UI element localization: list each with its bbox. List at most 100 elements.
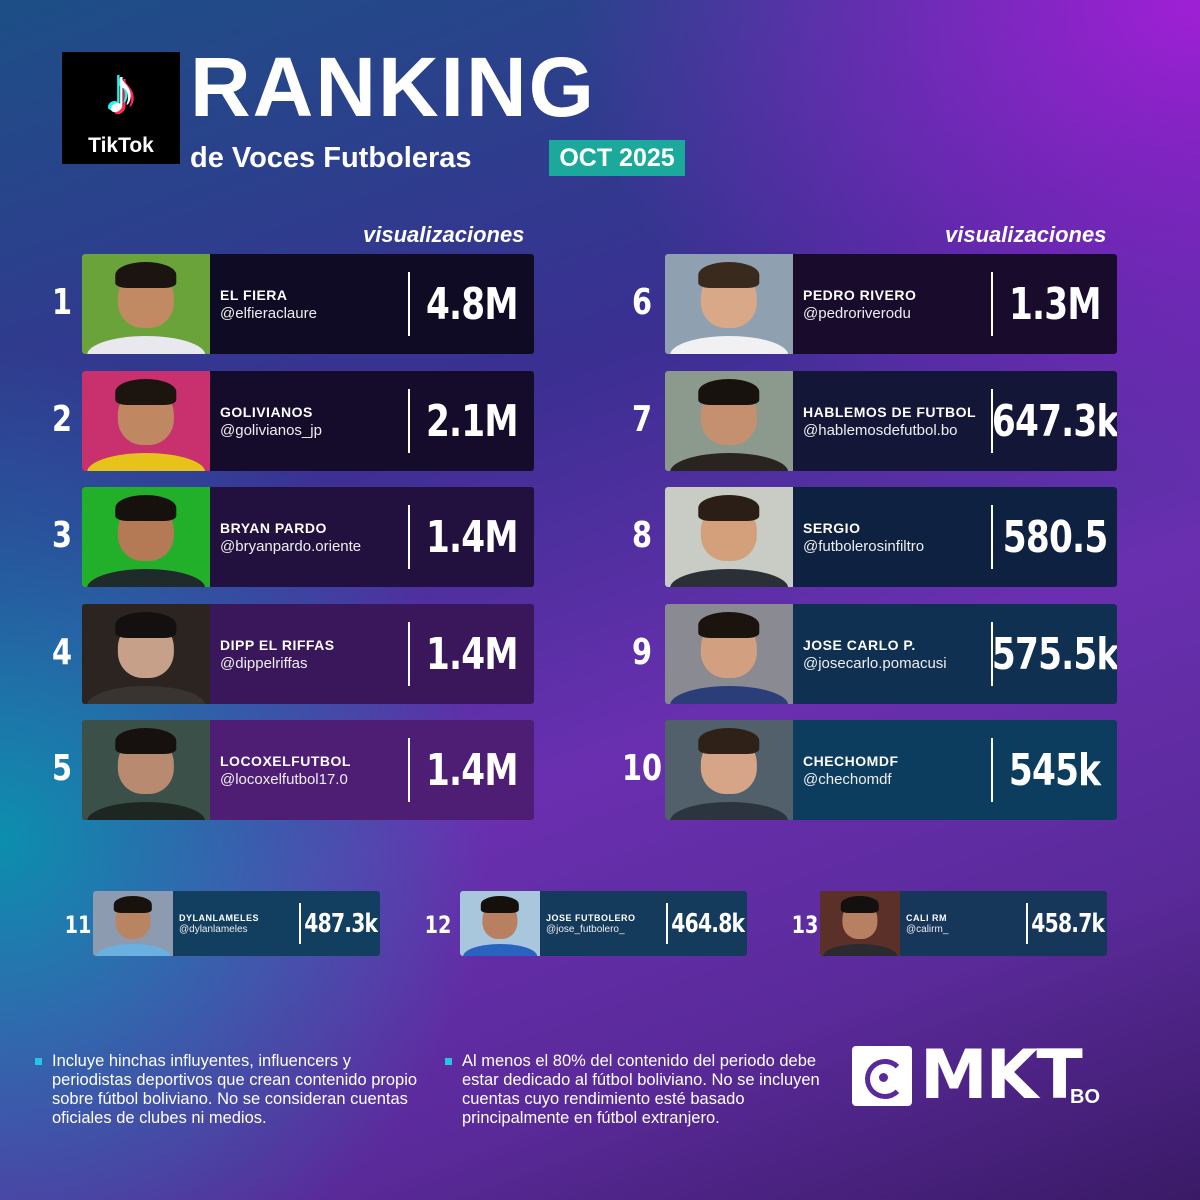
shirt-shape [670, 336, 788, 354]
shirt-shape [96, 944, 170, 956]
rank-number: 2 [51, 399, 73, 440]
column-label-right: visualizaciones [945, 222, 1107, 247]
creator-name: BRYAN PARDO [220, 519, 327, 536]
creator-photo [460, 891, 540, 956]
page-subtitle: de Voces Futboleras [190, 142, 472, 174]
creator-info: EL FIERA @elfieraclaure [220, 254, 317, 354]
ranking-card[interactable]: SERGIO @futbolerosinfiltro 580.5 [665, 487, 1117, 587]
view-count: 1.4M [426, 511, 519, 563]
creator-info: DYLANLAMELES @dylanlameles [179, 891, 259, 956]
creator-handle: @dippelriffas [220, 654, 308, 672]
card-divider [991, 272, 993, 336]
card-divider [408, 505, 410, 569]
ranking-card[interactable]: PEDRO RIVERO @pedroriverodu 1.3M [665, 254, 1117, 354]
ranking-card[interactable]: JOSE CARLO P. @josecarlo.pomacusi 575.5k [665, 604, 1117, 704]
creator-photo [665, 371, 793, 471]
ranking-card[interactable]: JOSE FUTBOLERO @jose_futbolero_ 464.8k [460, 891, 747, 956]
creator-info: JOSE FUTBOLERO @jose_futbolero_ [546, 891, 636, 956]
mkt-ball-icon [852, 1046, 912, 1106]
shirt-shape [87, 569, 205, 587]
view-count: 545k [1009, 744, 1101, 796]
hair-shape [115, 728, 177, 754]
creator-name: SERGIO [803, 519, 861, 536]
creator-info: PEDRO RIVERO @pedroriverodu [803, 254, 916, 354]
hair-shape [115, 612, 177, 638]
hair-shape [113, 896, 153, 914]
ranking-card[interactable]: CALI RM @calirm_ 458.7k [820, 891, 1107, 956]
tiktok-logo-text: TikTok [88, 134, 154, 157]
criteria-note-2-text: Al menos el 80% del contenido del period… [462, 1052, 820, 1127]
ranking-card[interactable]: DYLANLAMELES @dylanlameles 487.3k [93, 891, 380, 956]
shirt-shape [670, 686, 788, 704]
card-divider [991, 622, 993, 686]
creator-name: JOSE FUTBOLERO [546, 912, 636, 923]
creator-handle: @locoxelfutbol17.0 [220, 770, 348, 788]
rank-number: 4 [51, 632, 73, 673]
view-count: 1.4M [426, 744, 519, 796]
shirt-shape [670, 453, 788, 471]
brand-suffix: BO [1070, 1086, 1100, 1108]
rank-number: 10 [621, 748, 663, 789]
page-title: RANKING [190, 40, 596, 134]
rank-number: 11 [64, 911, 92, 939]
ranking-card[interactable]: BRYAN PARDO @bryanpardo.oriente 1.4M [82, 487, 534, 587]
creator-name: GOLIVIANOS [220, 403, 313, 420]
ranking-card[interactable]: EL FIERA @elfieraclaure 4.8M [82, 254, 534, 354]
creator-handle: @chechomdf [803, 770, 892, 788]
creator-info: BRYAN PARDO @bryanpardo.oriente [220, 487, 361, 587]
rank-number: 9 [631, 632, 653, 673]
bullet-icon [35, 1058, 42, 1065]
criteria-note-1-text: Incluye hinchas influyentes, influencers… [52, 1052, 418, 1127]
creator-name: LOCOXELFUTBOL [220, 752, 351, 769]
brand-name: MKT [920, 1036, 1083, 1115]
creator-info: HABLEMOS DE FUTBOL @hablemosdefutbol.bo [803, 371, 976, 471]
creator-photo [82, 371, 210, 471]
rank-number: 1 [51, 282, 73, 323]
rank-number: 12 [424, 911, 452, 939]
shirt-shape [670, 569, 788, 587]
ranking-card[interactable]: CHECHOMDF @chechomdf 545k [665, 720, 1117, 820]
ranking-card[interactable]: HABLEMOS DE FUTBOL @hablemosdefutbol.bo 64… [665, 371, 1117, 471]
hair-shape [115, 379, 177, 405]
creator-photo [82, 720, 210, 820]
bullet-icon [445, 1058, 452, 1065]
view-count: 4.8M [426, 278, 519, 330]
creator-info: JOSE CARLO P. @josecarlo.pomacusi [803, 604, 947, 704]
creator-info: CHECHOMDF @chechomdf [803, 720, 899, 820]
hair-shape [115, 262, 177, 288]
card-divider [299, 902, 301, 945]
view-count: 575.5k [991, 628, 1117, 680]
rank-number: 6 [631, 282, 653, 323]
shirt-shape [87, 802, 205, 820]
hair-shape [115, 495, 177, 521]
creator-name: HABLEMOS DE FUTBOL [803, 403, 977, 420]
tiktok-logo: ♪ TikTok [62, 52, 180, 164]
rank-number: 3 [51, 515, 73, 556]
creator-name: JOSE CARLO P. [803, 636, 916, 653]
creator-handle: @hablemosdefutbol.bo [803, 421, 958, 439]
creator-photo [93, 891, 173, 956]
creator-photo [665, 254, 793, 354]
creator-name: DIPP EL RIFFAS [220, 636, 335, 653]
creator-handle: @bryanpardo.oriente [220, 537, 362, 555]
ranking-card[interactable]: DIPP EL RIFFAS @dippelriffas 1.4M [82, 604, 534, 704]
ranking-card[interactable]: GOLIVIANOS @golivianos_jp 2.1M [82, 371, 534, 471]
hair-shape [698, 612, 760, 638]
hair-shape [698, 728, 760, 754]
shirt-shape [823, 944, 897, 956]
creator-photo [665, 487, 793, 587]
creator-info: SERGIO @futbolerosinfiltro [803, 487, 924, 587]
mkt-bo-logo: MKT BO [852, 1040, 1112, 1126]
view-count: 1.4M [426, 628, 519, 680]
rank-number: 8 [631, 515, 653, 556]
creator-name: DYLANLAMELES [179, 912, 259, 923]
creator-name: EL FIERA [220, 286, 288, 303]
date-badge: OCT 2025 [549, 140, 685, 176]
view-count: 1.3M [1009, 278, 1102, 330]
creator-handle: @futbolerosinfiltro [803, 537, 925, 555]
rank-number: 13 [791, 911, 819, 939]
card-divider [408, 622, 410, 686]
shirt-shape [670, 802, 788, 820]
ranking-card[interactable]: LOCOXELFUTBOL @locoxelfutbol17.0 1.4M [82, 720, 534, 820]
tiktok-note-icon: ♪ [105, 55, 137, 127]
